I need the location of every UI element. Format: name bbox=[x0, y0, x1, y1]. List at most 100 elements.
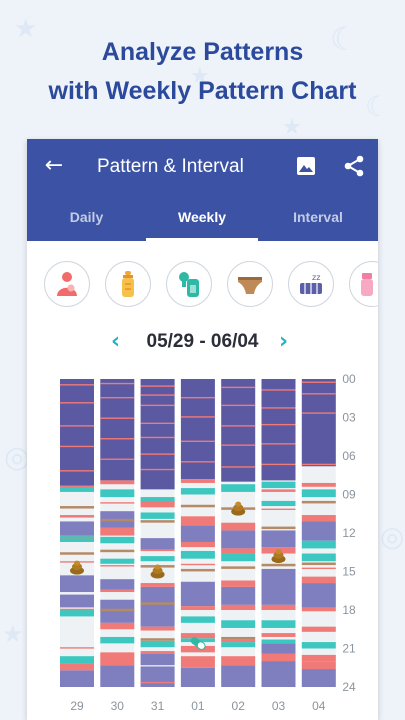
feeding-block bbox=[261, 443, 296, 445]
sleep-block bbox=[261, 568, 296, 605]
y-tick-label: 12 bbox=[342, 526, 356, 540]
pattern-card: ← Pattern & Interval Daily Weekly Interv… bbox=[27, 139, 378, 720]
poop-icon bbox=[233, 504, 244, 512]
feeding-block bbox=[180, 396, 215, 399]
sleep-block bbox=[180, 581, 215, 607]
feeding-block bbox=[180, 563, 215, 566]
share-icon[interactable] bbox=[343, 155, 365, 177]
sleep-block bbox=[140, 379, 175, 490]
feeding-block bbox=[100, 622, 135, 630]
pumping-block bbox=[60, 486, 94, 492]
pumping-block bbox=[100, 536, 135, 544]
diaper-block bbox=[100, 608, 135, 612]
sleep-block bbox=[100, 379, 135, 481]
feeding-block bbox=[100, 458, 135, 460]
tab-indicator bbox=[146, 238, 258, 241]
feeding-block bbox=[60, 536, 94, 539]
feeding-block bbox=[301, 607, 336, 612]
sleep-block bbox=[140, 538, 175, 550]
diaper-block bbox=[140, 602, 175, 605]
pumping-block bbox=[261, 639, 296, 644]
arrow-left-icon[interactable]: ← bbox=[44, 153, 64, 178]
pumping-block bbox=[140, 512, 175, 519]
y-tick-label: 00 bbox=[342, 372, 356, 386]
feeding-block bbox=[100, 382, 135, 385]
feeding-block bbox=[100, 480, 135, 485]
sleep-block bbox=[301, 669, 336, 687]
pumping-block bbox=[100, 636, 135, 644]
feeding-block bbox=[301, 381, 336, 383]
feeding-block bbox=[301, 654, 336, 662]
feeding-block bbox=[180, 633, 215, 639]
sleep-icon[interactable]: zz bbox=[288, 261, 334, 307]
feeding-block bbox=[100, 417, 135, 419]
feeding-block bbox=[100, 652, 135, 666]
diaper-block bbox=[261, 563, 296, 567]
feeding-block bbox=[221, 580, 256, 587]
feeding-block bbox=[180, 440, 215, 442]
feeding-block bbox=[261, 463, 296, 466]
diaper-block bbox=[180, 504, 215, 508]
pumping-block bbox=[221, 620, 256, 628]
feeding-block bbox=[140, 404, 175, 407]
sleep-block bbox=[301, 521, 336, 541]
sleep-block bbox=[140, 586, 175, 627]
sleep-block bbox=[180, 525, 215, 542]
feeding-block bbox=[140, 436, 175, 439]
y-tick-label: 24 bbox=[342, 680, 356, 694]
poop-icon bbox=[74, 560, 80, 566]
breastfeed-icon[interactable] bbox=[44, 261, 90, 307]
feeding-block bbox=[221, 522, 256, 531]
tab-interval[interactable]: Interval bbox=[293, 209, 343, 225]
star-decoration: ★ bbox=[190, 64, 210, 89]
feeding-block bbox=[180, 479, 215, 483]
sleep-block bbox=[60, 521, 94, 536]
feeding-block bbox=[180, 416, 215, 418]
tab-weekly[interactable]: Weekly bbox=[178, 209, 226, 225]
feeding-block bbox=[221, 444, 256, 446]
diaper-icon[interactable] bbox=[227, 261, 273, 307]
feeding-block bbox=[261, 633, 296, 637]
feeding-block bbox=[221, 404, 256, 407]
feeding-block bbox=[60, 470, 94, 472]
feeding-block bbox=[60, 647, 94, 649]
sleep-block bbox=[60, 379, 94, 487]
pumping-block bbox=[60, 610, 94, 617]
feeding-block bbox=[221, 466, 256, 468]
pumping-block bbox=[221, 642, 256, 648]
diaper-block bbox=[100, 549, 135, 553]
x-tick-label: 30 bbox=[111, 699, 125, 713]
x-tick-label: 04 bbox=[312, 699, 326, 713]
circle-decoration: ◎ bbox=[380, 520, 405, 553]
x-tick-label: 31 bbox=[151, 699, 165, 713]
feeding-block bbox=[301, 567, 336, 570]
pumping-icon[interactable] bbox=[166, 261, 212, 307]
sleep-block bbox=[140, 666, 175, 687]
diaper-block bbox=[180, 568, 215, 572]
chevron-right-icon[interactable]: › bbox=[279, 329, 289, 354]
sleep-block bbox=[261, 643, 296, 654]
svg-text:zz: zz bbox=[312, 273, 320, 282]
date-range-label: 05/29 - 06/04 bbox=[146, 331, 259, 352]
feeding-block bbox=[140, 681, 175, 684]
sleep-block bbox=[60, 594, 94, 608]
sleep-block bbox=[100, 579, 135, 590]
sleep-block bbox=[301, 583, 336, 608]
tab-daily[interactable]: Daily bbox=[69, 209, 104, 225]
feeding-block bbox=[100, 438, 135, 440]
pumping-block bbox=[301, 553, 336, 562]
medicine-icon[interactable] bbox=[349, 261, 378, 307]
image-icon[interactable] bbox=[297, 157, 315, 175]
pumping-block bbox=[221, 553, 256, 562]
feeding-block bbox=[60, 663, 94, 671]
x-tick-label: 02 bbox=[232, 699, 246, 713]
feeding-block bbox=[180, 656, 215, 668]
feeding-block bbox=[221, 425, 256, 427]
bottle-icon[interactable] bbox=[105, 261, 151, 307]
sleep-block bbox=[221, 665, 256, 687]
pumping-block bbox=[100, 558, 135, 564]
chevron-left-icon[interactable]: ‹ bbox=[111, 329, 121, 354]
feeding-block bbox=[100, 502, 135, 504]
sleep-block bbox=[100, 665, 135, 687]
feeding-block bbox=[100, 589, 135, 593]
